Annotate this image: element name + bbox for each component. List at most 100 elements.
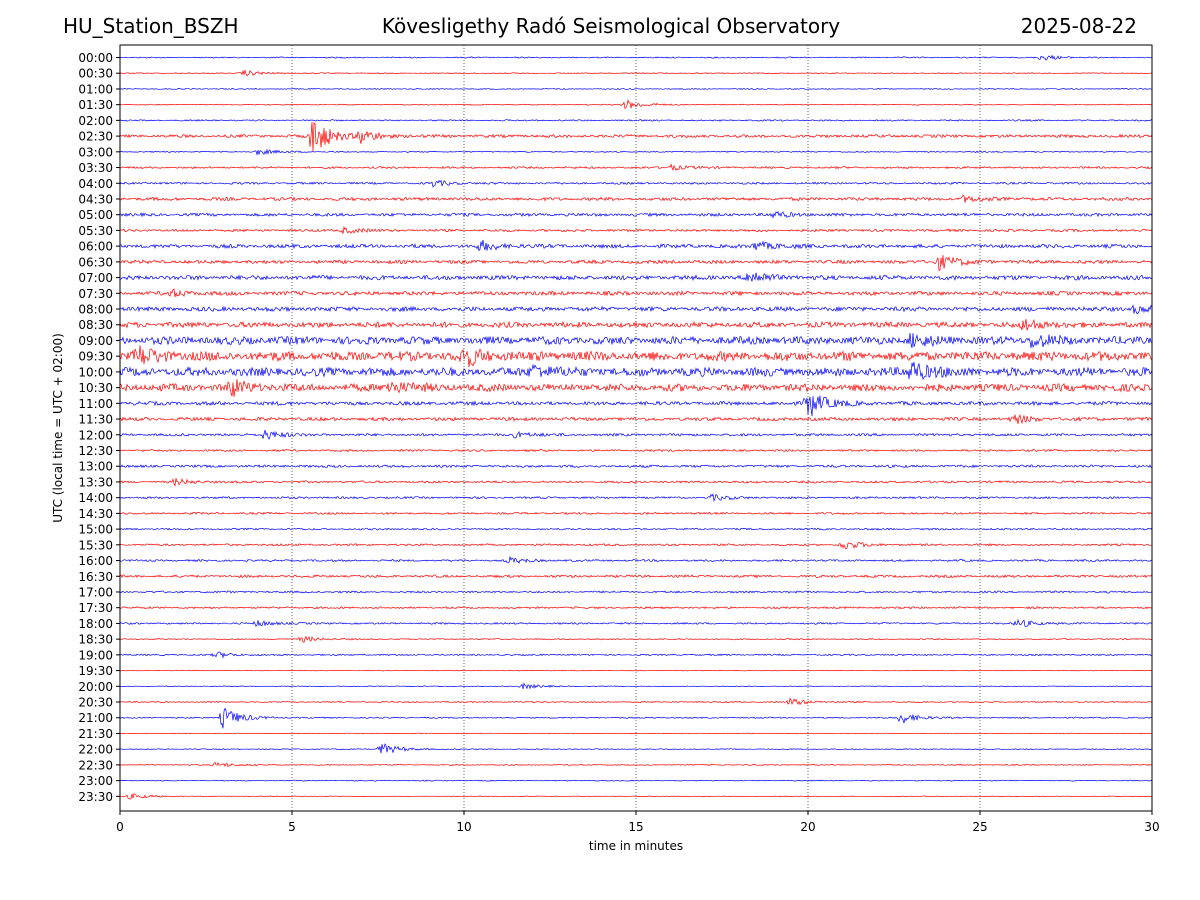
grid-lines (291, 45, 981, 811)
y-tick-label: 13:00 (78, 460, 113, 474)
y-tick-label: 19:30 (78, 664, 113, 678)
chart-title: Kövesligethy Radó Seismological Observat… (381, 14, 841, 38)
x-tick-label: 5 (288, 820, 296, 834)
chart-date: 2025-08-22 (1020, 14, 1137, 38)
y-tick-label: 08:30 (78, 318, 113, 332)
y-tick-label: 06:00 (78, 240, 113, 254)
y-tick-label: 21:30 (78, 727, 113, 741)
trace-line-0500 (119, 210, 1153, 219)
x-tick-label: 15 (628, 820, 643, 834)
trace-line-1200 (119, 430, 1153, 440)
trace-line-1500 (119, 527, 1153, 531)
x-tick-label: 10 (456, 820, 471, 834)
trace-layer (119, 54, 1153, 800)
y-tick-label: 23:30 (78, 790, 113, 804)
y-tick-label: 22:30 (78, 758, 113, 772)
y-tick-label: 13:30 (78, 475, 113, 489)
y-tick-label: 01:00 (78, 82, 113, 96)
y-tick-label: 09:00 (78, 334, 113, 348)
y-tick-label: 02:30 (78, 130, 113, 144)
y-tick-label: 04:30 (78, 192, 113, 206)
trace-line-0200 (119, 119, 1153, 122)
trace-line-0530 (119, 225, 1153, 234)
y-tick-label: 03:00 (78, 145, 113, 159)
trace-line-1130 (119, 414, 1153, 425)
y-tick-label: 21:00 (78, 711, 113, 725)
trace-line-1430 (119, 511, 1153, 516)
y-tick-label: 17:30 (78, 601, 113, 615)
trace-line-0000 (119, 54, 1153, 61)
x-tick-label: 20 (800, 820, 815, 834)
y-tick-label: 14:30 (78, 507, 113, 521)
trace-line-2130 (119, 732, 1153, 735)
trace-line-2000 (119, 682, 1152, 690)
y-tick-label: 05:30 (78, 224, 113, 238)
y-tick-label: 03:30 (78, 161, 113, 175)
trace-line-1930 (119, 669, 1153, 672)
trace-line-0730 (119, 288, 1153, 298)
trace-line-1630 (119, 574, 1153, 579)
trace-line-1730 (119, 606, 1153, 610)
y-tick-label: 11:30 (78, 413, 113, 427)
trace-line-1330 (119, 478, 1153, 487)
y-tick-label: 05:00 (78, 208, 113, 222)
y-tick-label: 12:00 (78, 428, 113, 442)
trace-line-0030 (119, 69, 1152, 77)
y-tick-label: 04:00 (78, 177, 113, 191)
trace-line-2330 (119, 793, 1153, 800)
trace-line-2230 (119, 761, 1153, 768)
trace-line-1600 (119, 555, 1153, 564)
trace-line-0930 (119, 345, 1153, 368)
trace-line-1530 (119, 542, 1153, 550)
x-tick-label: 30 (1144, 820, 1159, 834)
y-tick-label: 00:30 (78, 67, 113, 81)
y-tick-label: 23:00 (78, 774, 113, 788)
trace-line-0400 (119, 179, 1153, 188)
y-axis-title: UTC (local time = UTC + 02:00) (51, 333, 65, 523)
y-tick-label: 17:00 (78, 585, 113, 599)
trace-line-2030 (119, 697, 1153, 706)
y-tick-label: 19:00 (78, 648, 113, 662)
trace-line-1900 (120, 651, 1152, 659)
y-tick-label: 15:00 (78, 523, 113, 537)
trace-line-1100 (119, 395, 1153, 417)
y-tick-label: 10:00 (78, 365, 113, 379)
y-tick-label: 18:30 (78, 633, 113, 647)
trace-line-1030 (119, 379, 1153, 397)
trace-line-0600 (119, 239, 1153, 252)
trace-line-0800 (119, 304, 1153, 315)
trace-line-1830 (119, 635, 1153, 643)
y-tick-label: 18:00 (78, 617, 113, 631)
x-tick-label: 0 (116, 820, 124, 834)
y-tick-label: 22:00 (78, 743, 113, 757)
y-tick-label: 08:00 (78, 303, 113, 317)
trace-line-2200 (119, 743, 1153, 754)
y-tick-label: 07:30 (78, 287, 113, 301)
y-tick-label: 09:30 (78, 350, 113, 364)
x-tick-label: 25 (972, 820, 987, 834)
trace-line-1000 (119, 361, 1153, 381)
y-tick-label: 14:00 (78, 491, 113, 505)
y-tick-label: 11:00 (78, 397, 113, 411)
trace-line-0230 (119, 121, 1153, 152)
y-tick-label: 20:30 (78, 696, 113, 710)
trace-line-2300 (119, 779, 1153, 782)
trace-line-2100 (119, 707, 1152, 729)
trace-line-0330 (119, 163, 1153, 171)
y-tick-label: 01:30 (78, 98, 113, 112)
x-axis-title: time in minutes (589, 839, 683, 853)
trace-line-1400 (119, 493, 1153, 502)
y-tick-label: 06:30 (78, 255, 113, 269)
trace-line-1230 (119, 448, 1153, 453)
trace-line-0100 (119, 87, 1153, 90)
y-tick-label: 00:00 (78, 51, 113, 65)
y-tick-label: 12:30 (78, 444, 113, 458)
trace-line-1800 (120, 618, 1153, 627)
trace-line-0900 (119, 332, 1153, 349)
trace-line-0700 (119, 272, 1153, 282)
trace-line-1700 (119, 590, 1153, 594)
trace-line-0630 (119, 255, 1153, 271)
y-tick-label: 07:00 (78, 271, 113, 285)
